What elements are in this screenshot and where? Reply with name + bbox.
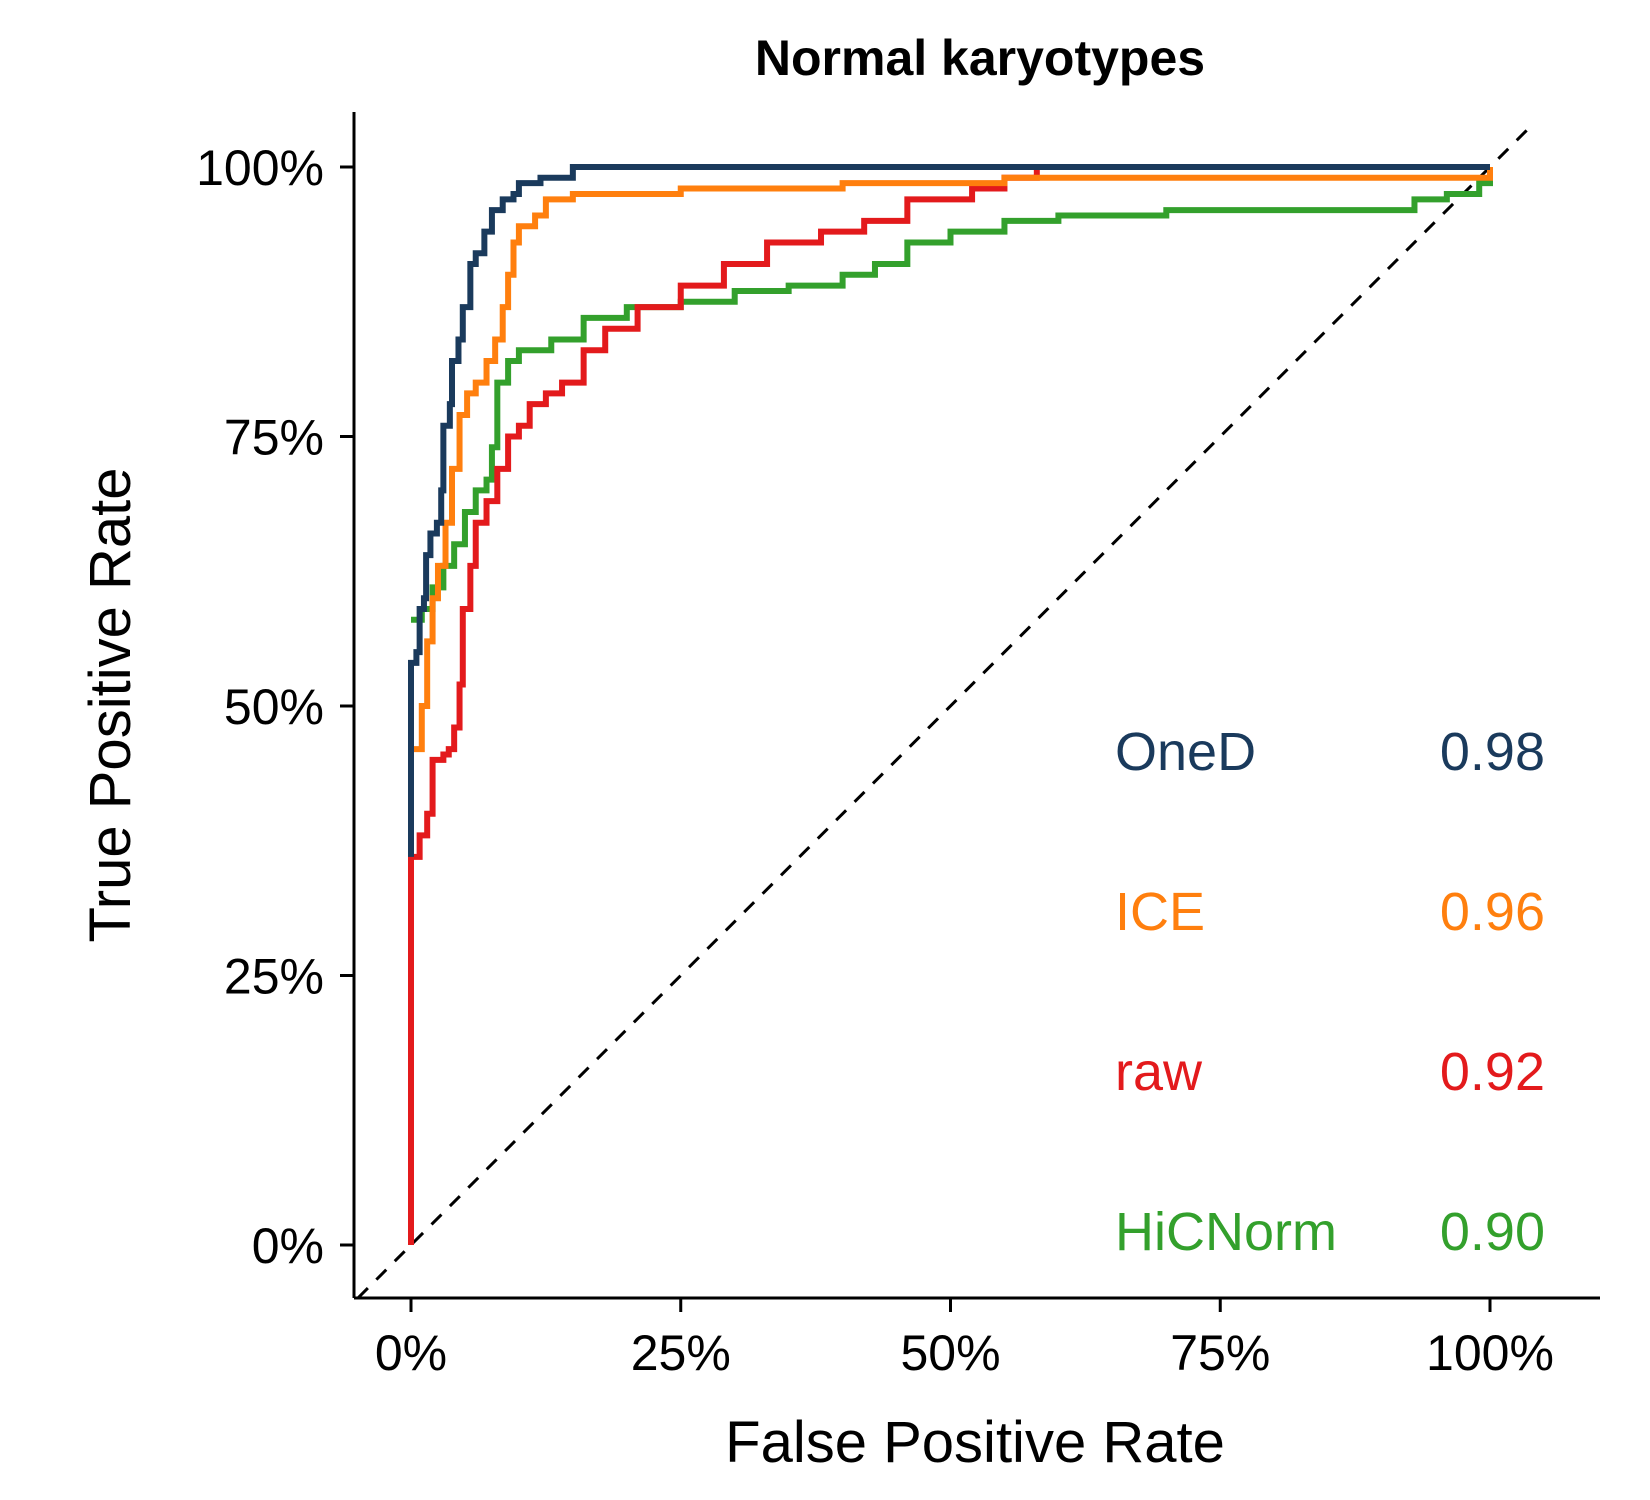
y-tick-label: 0%: [252, 1218, 324, 1274]
legend-auc-oned: 0.98: [1440, 722, 1545, 782]
x-tick-label: 50%: [900, 1325, 1000, 1381]
legend-auc-ice: 0.96: [1440, 882, 1545, 942]
legend-label-raw: raw: [1115, 1042, 1203, 1102]
diagonal-reference-line: [356, 122, 1535, 1300]
legend-auc-raw: 0.92: [1440, 1042, 1545, 1102]
y-axis-title: True Positive Rate: [78, 468, 143, 943]
x-axis-title: False Positive Rate: [725, 1410, 1225, 1475]
x-tick-label: 0%: [375, 1325, 447, 1381]
roc-curve-raw: [408, 164, 1490, 1245]
x-tick-label: 100%: [1426, 1325, 1554, 1381]
legend-auc-hicnorm: 0.90: [1440, 1202, 1545, 1262]
legend-label-hicnorm: HiCNorm: [1115, 1202, 1337, 1262]
y-tick-label: 50%: [224, 679, 324, 735]
x-tick-label: 25%: [631, 1325, 731, 1381]
roc-curve-ice: [411, 167, 1493, 753]
legend-label-ice: ICE: [1115, 882, 1205, 942]
y-tick-label: 100%: [196, 140, 324, 196]
chart-title: Normal karyotypes: [755, 30, 1205, 86]
x-tick-label: 75%: [1170, 1325, 1270, 1381]
plot-area: 0% 25% 50% 75% 100% 0% 25% 50% 75% 100% OneD 0.98 IC…: [196, 112, 1600, 1381]
y-tick-label: 25%: [224, 949, 324, 1005]
roc-curve-oned: [408, 164, 1490, 857]
y-tick-label: 75%: [224, 410, 324, 466]
roc-curve-hicnorm: [411, 167, 1493, 623]
legend-label-oned: OneD: [1115, 722, 1256, 782]
